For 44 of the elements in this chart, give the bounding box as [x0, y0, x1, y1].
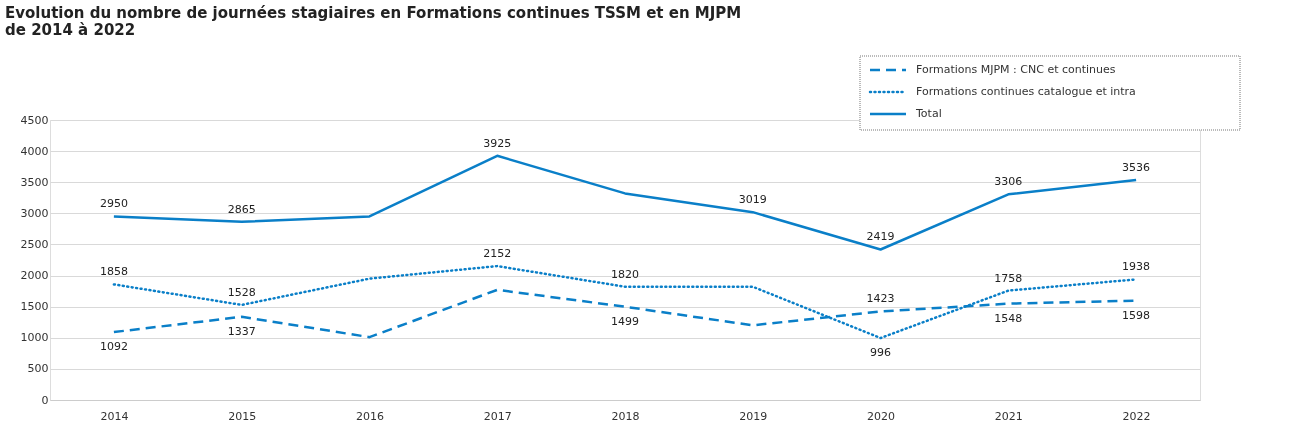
- data-label: 2152: [483, 247, 512, 261]
- data-label: 1528: [227, 285, 256, 299]
- x-tick-label: 2018: [611, 409, 640, 423]
- y-tick-label: 1500: [20, 300, 49, 314]
- text: Evolution du nombre de journées stagiaires en Formations continues TSSM et en MJPM: [5, 3, 742, 22]
- y-tick-label: 4000: [20, 144, 49, 158]
- data-label: 3019: [738, 193, 767, 207]
- data-label: 1820: [611, 267, 639, 281]
- data-label: 1598: [1122, 308, 1151, 322]
- data-label: 1092: [99, 340, 128, 354]
- x-tick-label: 2020: [867, 409, 896, 423]
- y-tick-label: 4500: [20, 113, 49, 127]
- x-tick-label: 2016: [355, 409, 384, 423]
- data-label: 3925: [483, 136, 512, 150]
- legend-label: Formations continues catalogue et intra: [916, 85, 1136, 98]
- text: de 2014 à 2022: [5, 20, 136, 39]
- x-tick-label: 2017: [483, 409, 512, 423]
- y-tick-label: 1000: [20, 331, 49, 345]
- data-label: 1423: [866, 292, 895, 306]
- x-tick-label: 2014: [100, 409, 129, 423]
- y-tick-label: 3500: [20, 175, 49, 189]
- x-tick-label: 2021: [994, 409, 1023, 423]
- y-tick-label: 2500: [20, 237, 49, 251]
- data-label: 1548: [994, 311, 1023, 325]
- y-tick-label: 3000: [20, 206, 49, 220]
- data-label: 2950: [99, 197, 128, 211]
- data-label: 1938: [1122, 260, 1151, 274]
- data-label: 1499: [611, 314, 639, 328]
- data-label: 996: [870, 346, 892, 360]
- data-label: 3306: [994, 175, 1023, 189]
- legend-label: Total: [915, 107, 942, 120]
- x-tick-label: 2015: [228, 409, 257, 423]
- data-label: 2865: [227, 202, 256, 216]
- y-tick-label: 0: [41, 393, 49, 407]
- data-label: 2419: [866, 230, 895, 244]
- data-label: 3536: [1122, 160, 1151, 174]
- legend-label: Formations MJPM : CNC et continues: [916, 63, 1116, 76]
- data-label: 1758: [994, 271, 1023, 285]
- y-tick-label: 2000: [20, 269, 49, 283]
- data-label: 1337: [227, 324, 256, 338]
- x-tick-label: 2019: [739, 409, 768, 423]
- data-label: 1858: [99, 265, 128, 279]
- y-tick-label: 500: [27, 362, 49, 376]
- x-tick-label: 2022: [1122, 409, 1151, 423]
